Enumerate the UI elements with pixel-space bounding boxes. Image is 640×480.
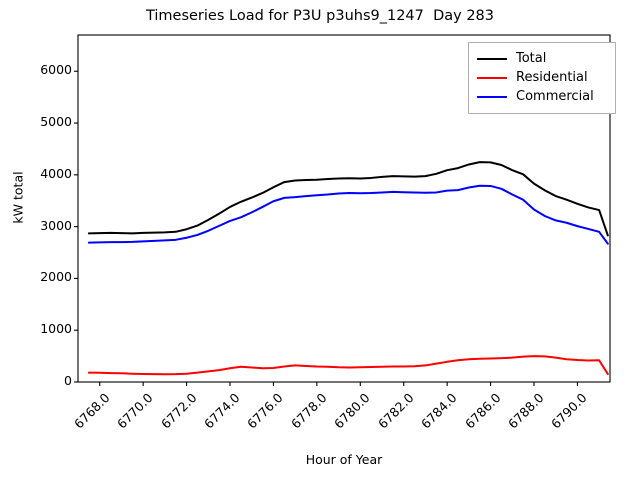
legend-item-residential: Residential bbox=[477, 68, 607, 87]
legend-label-total: Total bbox=[516, 51, 547, 66]
legend-item-total: Total bbox=[477, 49, 607, 68]
series-line-total bbox=[87, 161, 609, 237]
y-axis-tick-label: 1000 bbox=[40, 321, 72, 337]
legend-label-commercial: Commercial bbox=[516, 89, 594, 104]
y-axis-tick-label: 5000 bbox=[40, 114, 72, 130]
legend-swatch-residential bbox=[477, 76, 507, 79]
y-axis-tick-label: 3000 bbox=[40, 217, 72, 233]
series-line-commercial bbox=[87, 184, 609, 245]
series-line-residential bbox=[87, 355, 609, 376]
legend-swatch-total bbox=[477, 57, 507, 60]
legend-label-residential: Residential bbox=[516, 70, 588, 85]
legend-item-commercial: Commercial bbox=[477, 87, 607, 106]
legend-swatch-commercial bbox=[477, 95, 507, 98]
y-axis-tick-labels: 0 1000 2000 3000 4000 5000 6000 bbox=[8, 0, 72, 480]
x-axis-label: Hour of Year bbox=[305, 452, 383, 467]
axes-frame bbox=[77, 34, 611, 383]
y-axis-tick-label: 6000 bbox=[40, 62, 72, 78]
y-axis-tick-label: 0 bbox=[64, 373, 72, 388]
chart-title: Timeseries Load for P3U p3uhs9_1247 Day … bbox=[145, 8, 495, 24]
y-axis-tick-label: 2000 bbox=[40, 269, 72, 285]
y-axis-tick-label: 4000 bbox=[40, 165, 72, 181]
chart-legend: Total Residential Commercial bbox=[468, 42, 616, 114]
